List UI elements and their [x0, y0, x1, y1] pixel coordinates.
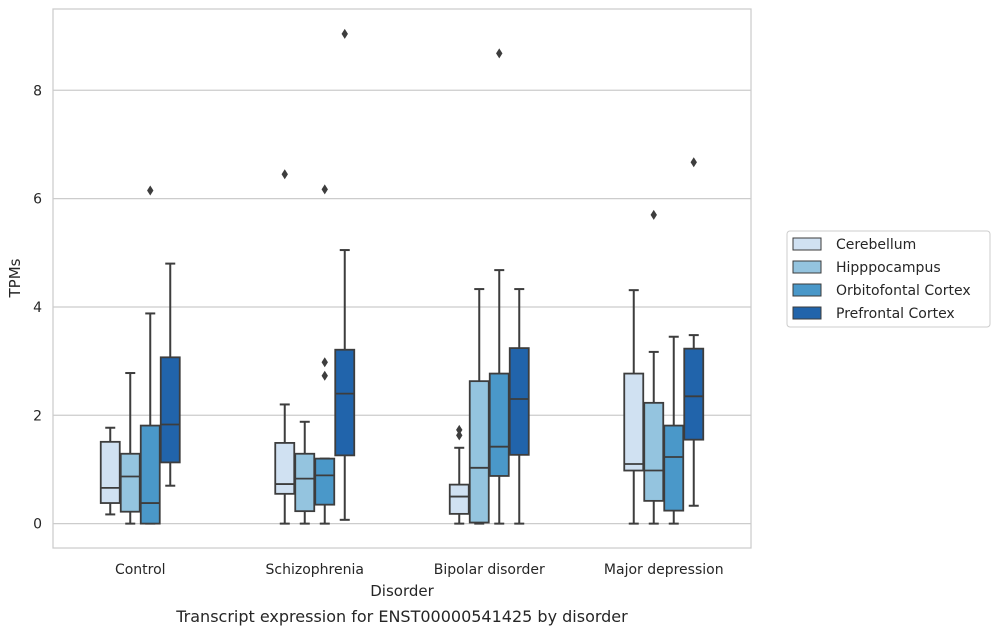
box-orbitofontal-cortex-major-depression [663, 335, 685, 525]
chart-caption: Transcript expression for ENST0000054142… [175, 607, 628, 626]
box-hipppocampus-major-depression [643, 209, 665, 525]
box-cerebellum-schizophrenia [274, 169, 296, 525]
box-hipppocampus-bipolar-disorder [468, 288, 490, 525]
outlier-orbitofontal-cortex-control-0 [147, 185, 154, 196]
box-orbitofontal-cortex-control [139, 185, 161, 525]
box-body-cerebellum-bipolar-disorder [448, 483, 470, 515]
box-prefrontal-cortex-bipolar-disorder [508, 288, 530, 525]
box-cerebellum-major-depression [623, 289, 645, 525]
box-prefrontal-cortex-major-depression [683, 157, 705, 507]
outlier-cerebellum-bipolar-disorder-0 [456, 430, 463, 441]
x-axis-label: Disorder [370, 582, 434, 600]
outlier-orbitofontal-cortex-schizophrenia-0 [321, 370, 328, 381]
y-tick-label-2: 2 [33, 408, 42, 424]
legend-frame [786, 230, 991, 328]
legend-label-hipppocampus: Hipppocampus [836, 260, 941, 276]
legend-label-cerebellum: Cerebellum [836, 237, 916, 253]
y-axis-ticks: 0 2 4 6 8 [33, 83, 42, 532]
box-prefrontal-cortex-schizophrenia [334, 28, 356, 521]
box-body-prefrontal-cortex-major-depression [683, 347, 705, 441]
box-body-cerebellum-control [99, 440, 121, 504]
box-body-hipppocampus-bipolar-disorder [468, 380, 490, 524]
x-tick-label-bipolar-disorder: Bipolar disorder [434, 562, 545, 578]
box-body-orbitofontal-cortex-bipolar-disorder [488, 372, 510, 477]
x-tick-label-major-depression: Major depression [604, 562, 724, 578]
box-cerebellum-bipolar-disorder [448, 424, 470, 525]
y-tick-label-6: 6 [33, 192, 42, 208]
y-tick-label-4: 4 [33, 300, 42, 316]
box-body-orbitofontal-cortex-control [139, 424, 161, 525]
outlier-orbitofontal-cortex-schizophrenia-2 [321, 184, 328, 195]
box-body-hipppocampus-schizophrenia [294, 452, 316, 513]
outlier-cerebellum-schizophrenia-0 [281, 169, 288, 180]
y-tick-label-8: 8 [33, 83, 42, 99]
box-body-cerebellum-major-depression [623, 372, 645, 472]
box-body-cerebellum-schizophrenia [274, 442, 296, 495]
legend-swatch-cerebellum [792, 237, 822, 251]
y-tick-label-0: 0 [33, 517, 42, 533]
x-tick-label-control: Control [115, 562, 166, 578]
box-hipppocampus-schizophrenia [294, 420, 316, 525]
x-axis-ticks: Control Schizophrenia Bipolar disorder Majo… [115, 562, 724, 578]
legend-label-orbitofontal-cortex: Orbitofontal Cortex [836, 283, 971, 299]
box-orbitofontal-cortex-schizophrenia [314, 184, 336, 525]
box-body-orbitofontal-cortex-major-depression [663, 424, 685, 512]
outlier-cerebellum-bipolar-disorder-1 [456, 424, 463, 435]
box-cerebellum-control [99, 426, 121, 516]
box-body-prefrontal-cortex-control [159, 356, 181, 464]
legend-swatch-prefrontal-cortex [792, 306, 822, 320]
box-body-prefrontal-cortex-bipolar-disorder [508, 347, 530, 456]
box-plot-area [99, 28, 705, 525]
x-tick-label-schizophrenia: Schizophrenia [266, 562, 364, 578]
plot-frame [52, 8, 752, 549]
outlier-hipppocampus-major-depression-0 [650, 209, 657, 220]
box-body-hipppocampus-control [119, 452, 141, 513]
y-axis-label: TPMs [6, 258, 24, 298]
outlier-orbitofontal-cortex-bipolar-disorder-0 [496, 48, 503, 59]
box-orbitofontal-cortex-bipolar-disorder [488, 48, 510, 525]
box-prefrontal-cortex-control [159, 262, 181, 487]
legend: Cerebellum Hipppocampus Orbitofontal Cor… [786, 230, 991, 328]
legend-swatch-orbitofontal-cortex [792, 283, 822, 297]
outlier-prefrontal-cortex-major-depression-0 [690, 157, 697, 168]
outlier-orbitofontal-cortex-schizophrenia-1 [321, 357, 328, 368]
legend-swatch-hipppocampus [792, 260, 822, 274]
box-body-hipppocampus-major-depression [643, 401, 665, 502]
legend-label-prefrontal-cortex: Prefrontal Cortex [836, 306, 955, 322]
box-body-prefrontal-cortex-schizophrenia [334, 348, 356, 457]
box-hipppocampus-control [119, 372, 141, 525]
outlier-prefrontal-cortex-schizophrenia-0 [341, 28, 348, 39]
box-body-orbitofontal-cortex-schizophrenia [314, 457, 336, 506]
